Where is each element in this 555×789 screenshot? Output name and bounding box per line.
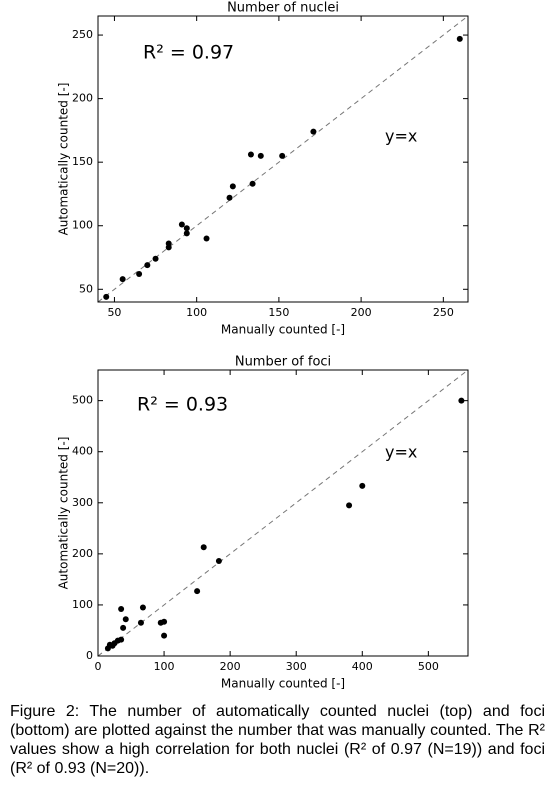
x-tick-label: 150 [268,306,289,319]
plot-frame [97,15,469,303]
x-tick-label: 200 [220,660,241,673]
point [161,632,168,639]
point [118,636,125,643]
point [122,616,129,623]
point [178,221,185,228]
point [226,194,233,201]
point [247,151,254,158]
y-axis-label: Automatically counted [-] [57,437,71,590]
reference-line [97,369,469,657]
x-tick-label: 300 [286,660,307,673]
y-tick-label: 100 [72,219,93,232]
y-tick-label: 200 [72,547,93,560]
chart-title: Number of nuclei [227,1,339,16]
x-tick-label: 100 [186,306,207,319]
point [139,604,146,611]
y-tick-label: 150 [72,155,93,168]
point [279,152,286,159]
point [137,619,144,626]
y-tick-label: 200 [72,92,93,105]
caption: Figure 2: The number of automatically co… [10,703,545,777]
x-axis-label: Manually counted [-] [221,323,345,337]
x-axis-label: Manually counted [-] [221,677,345,691]
y-tick-label: 500 [72,394,93,407]
y-axis-label: Automatically counted [-] [57,83,71,236]
point [103,293,110,300]
point [161,618,168,625]
y-tick-label: 300 [72,496,93,509]
x-tick-label: 400 [352,660,373,673]
point [310,128,317,135]
x-tick-label: 50 [107,306,121,319]
point [359,482,366,489]
point [119,276,126,283]
point [183,225,190,232]
x-tick-label: 250 [433,306,454,319]
x-tick-label: 100 [154,660,175,673]
plot-frame [97,369,469,657]
y-tick-label: 400 [72,445,93,458]
point [203,235,210,242]
point [120,624,127,631]
point [136,271,143,278]
x-tick-label: 500 [418,660,439,673]
annotation: y=x [385,127,417,146]
y-tick-label: 250 [72,28,93,41]
reference-line [97,15,469,303]
chart-title: Number of foci [235,355,331,370]
point [346,502,353,509]
point [144,262,151,269]
x-tick-label: 200 [351,306,372,319]
point [194,588,201,595]
point [152,255,159,262]
y-tick-label: 100 [72,598,93,611]
annotation: R² = 0.93 [137,394,228,416]
y-tick-label: 0 [86,649,93,662]
y-tick-label: 50 [79,282,93,295]
point [118,606,125,613]
point [200,544,207,551]
point [165,240,172,247]
point [257,152,264,159]
x-tick-label: 0 [95,660,102,673]
point [458,397,465,404]
point [249,180,256,187]
point [456,35,463,42]
figure: Number of nuclei Manually counted [-] Auto… [57,1,469,691]
annotation: R² = 0.97 [143,42,234,64]
annotation: y=x [385,443,417,462]
point [229,183,236,190]
point [215,558,222,565]
point [183,230,190,237]
